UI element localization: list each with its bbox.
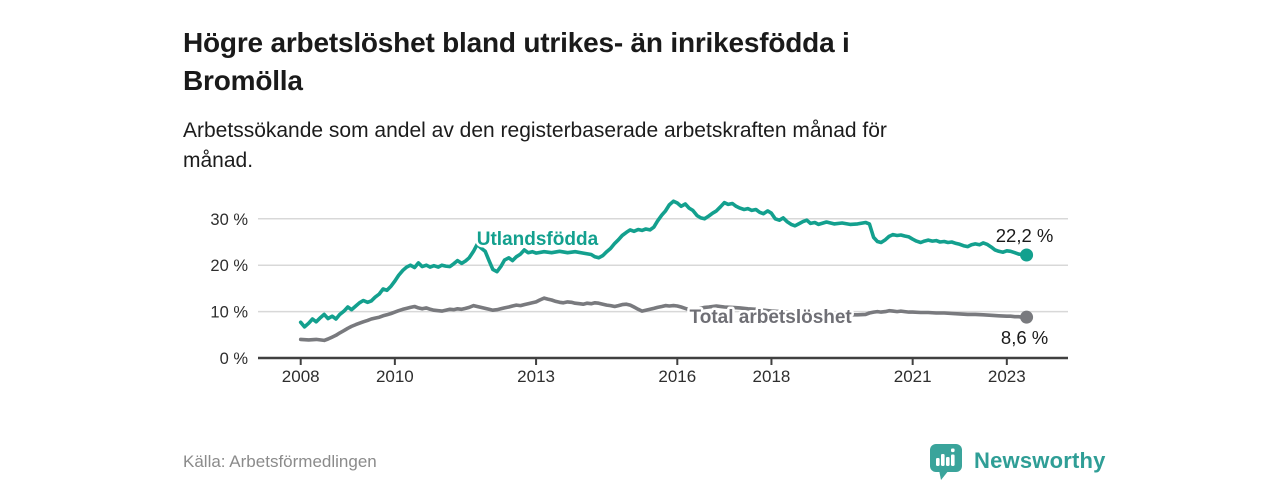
y-tick-label-20: 20 % — [210, 257, 248, 275]
series-end-dot-utlandsfodda — [1020, 248, 1034, 262]
x-tick-label-2023: 2023 — [988, 367, 1026, 386]
x-tick-label-2013: 2013 — [517, 367, 555, 386]
series-line-utlandsfodda — [298, 199, 1029, 329]
series-end-dot-total — [1020, 310, 1034, 324]
page-title: Högre arbetslöshet bland utrikes- än inr… — [183, 24, 1083, 100]
y-tick-label-30: 30 % — [210, 211, 248, 229]
page-subtitle: Arbetssökande som andel av den registerb… — [183, 116, 1063, 176]
page-subtitle-line1: Arbetssökande som andel av den registerb… — [183, 119, 887, 142]
page-title-line1: Högre arbetslöshet bland utrikes- än inr… — [183, 26, 850, 58]
series-label-utlandsfodda: Utlandsfödda — [477, 229, 599, 250]
x-tick-label-2016: 2016 — [658, 367, 696, 386]
x-tick-label-2008: 2008 — [282, 367, 320, 386]
page-title-line2: Bromölla — [183, 64, 303, 96]
x-tick-label-2010: 2010 — [376, 367, 414, 386]
series-line-total — [298, 296, 1029, 343]
y-tick-label-0: 0 % — [220, 350, 249, 368]
x-tick-label-2018: 2018 — [753, 367, 791, 386]
series-label-total: Total arbetslöshet — [690, 307, 853, 328]
source-note: Källa: Arbetsförmedlingen — [183, 452, 377, 471]
newsworthy-logo: Newsworthy — [928, 442, 1106, 480]
series-end-value-total: 8,6 % — [1001, 327, 1048, 348]
page-subtitle-line2: månad. — [183, 149, 254, 172]
x-tick-label-2021: 2021 — [894, 367, 932, 386]
series-end-value-utlandsfodda: 22,2 % — [996, 225, 1054, 246]
y-tick-label-10: 10 % — [210, 304, 248, 322]
newsworthy-logo-text: Newsworthy — [974, 448, 1106, 473]
newsworthy-logo-icon — [930, 444, 962, 480]
